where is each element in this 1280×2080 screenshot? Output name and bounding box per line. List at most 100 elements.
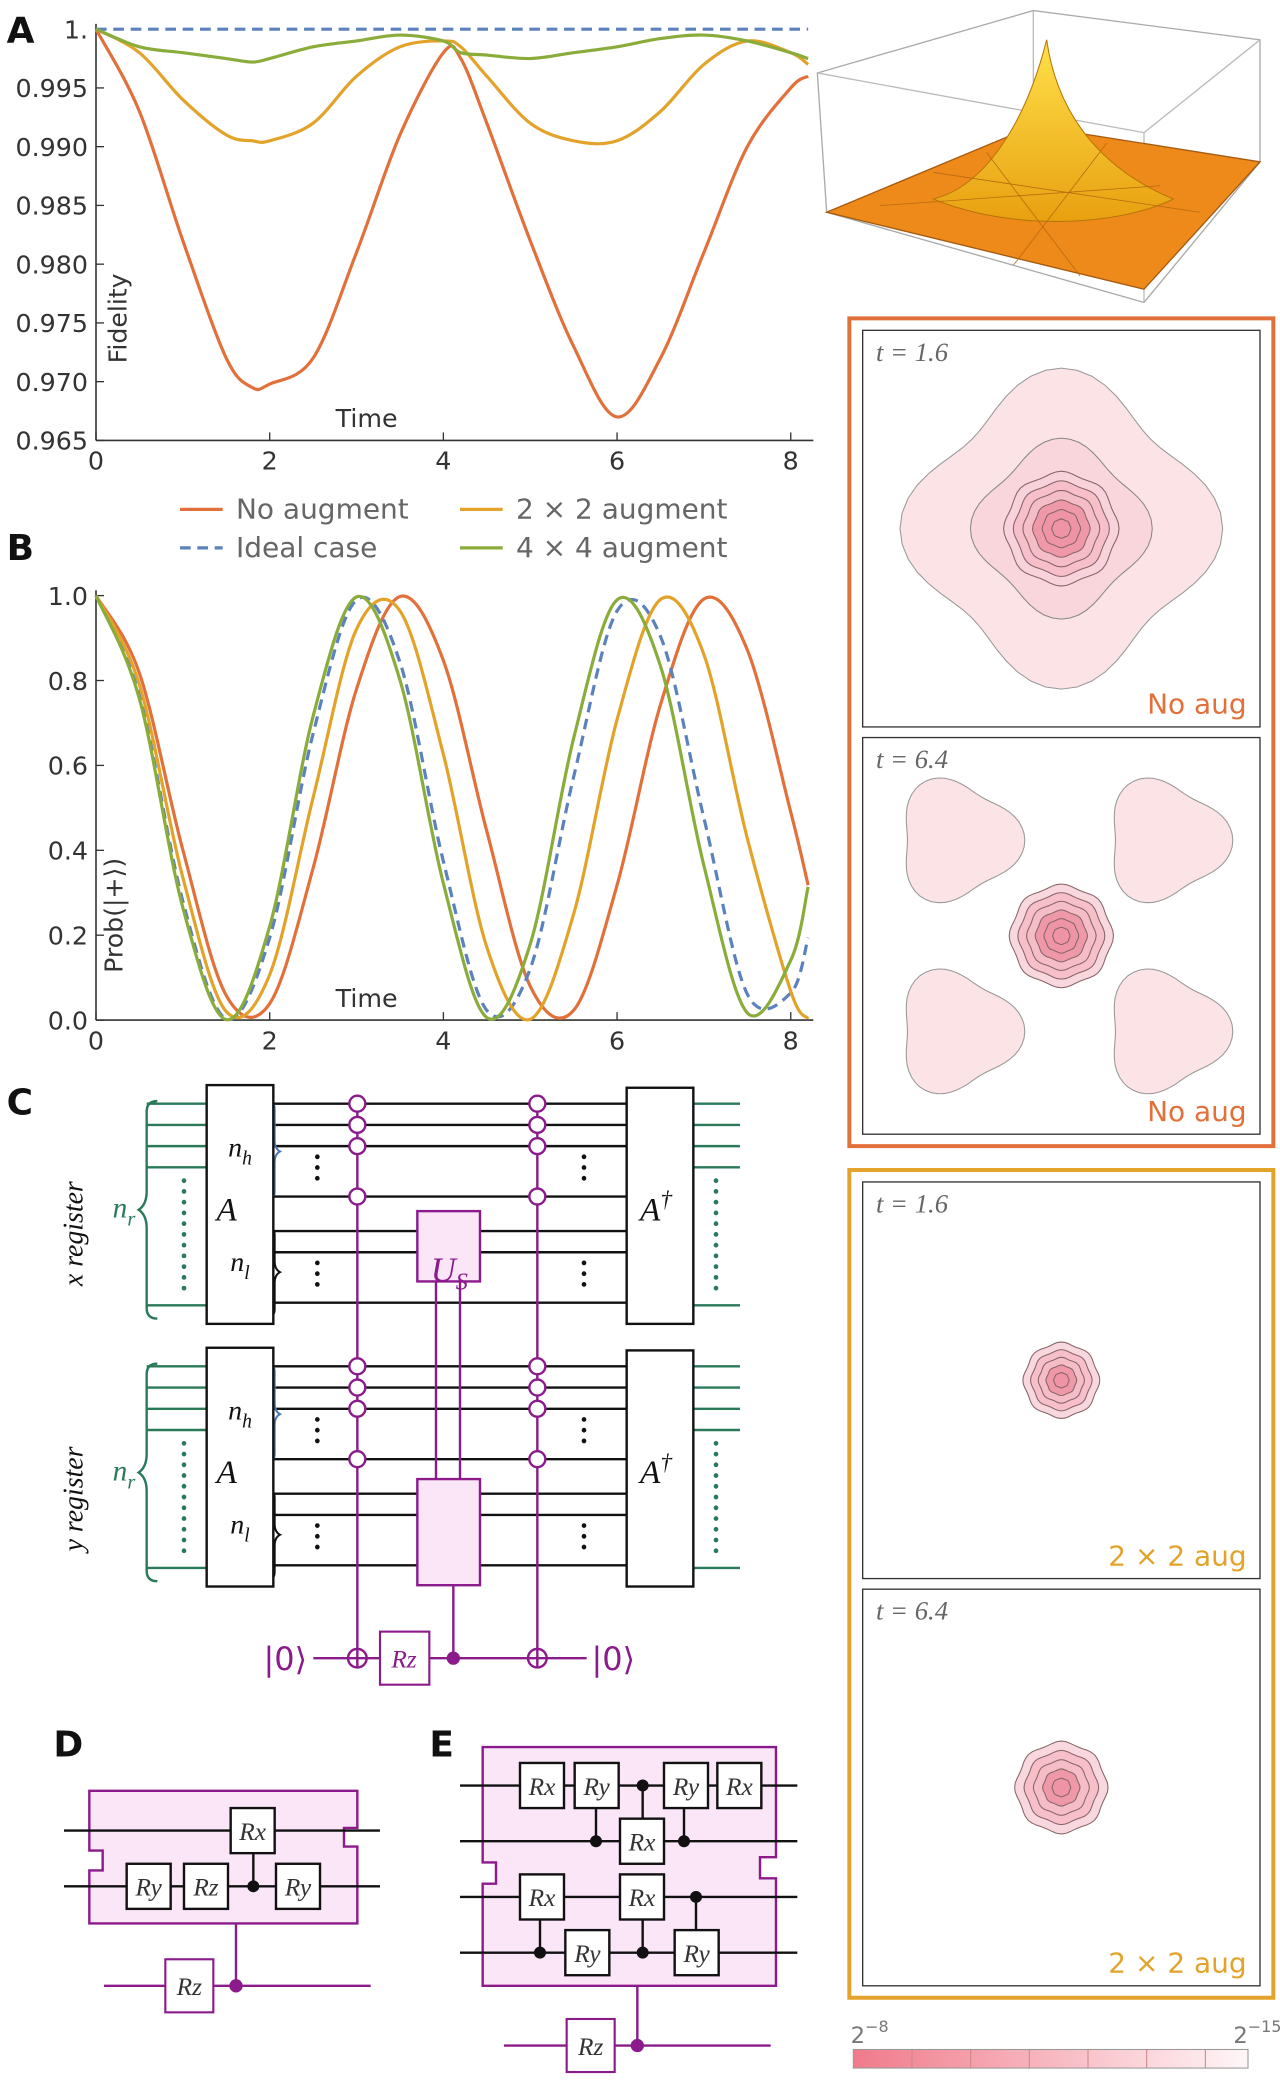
control bbox=[446, 1651, 460, 1665]
panel-label: No aug bbox=[1147, 688, 1247, 721]
control bbox=[348, 1136, 367, 1156]
circuit-d: Rx Ry Rz Ry Rz bbox=[64, 1789, 380, 2014]
symbol: n bbox=[230, 1510, 244, 1541]
series-line bbox=[94, 28, 810, 419]
gate-label: Ry bbox=[583, 1773, 611, 1801]
ancilla-in: |0⟩ bbox=[264, 1640, 308, 1678]
block bbox=[205, 1346, 275, 1588]
time-label: t = 1.6 bbox=[876, 1189, 949, 1219]
circuit-c: x register y register bbox=[59, 1181, 90, 1554]
control bbox=[528, 1399, 547, 1418]
y-tick-label: 1.0 bbox=[48, 582, 88, 611]
gate-label: Rx bbox=[528, 1773, 556, 1801]
legend-label: Ideal case bbox=[236, 531, 377, 564]
gate-label: Ry bbox=[573, 1940, 601, 1968]
y-axis-label: Prob(|+⟩) bbox=[100, 858, 129, 973]
ancilla-out: |0⟩ bbox=[592, 1640, 636, 1678]
control bbox=[528, 1115, 547, 1135]
control bbox=[528, 1357, 547, 1376]
series-line bbox=[94, 594, 810, 1020]
y-tick-label: 0.970 bbox=[16, 368, 88, 397]
math-label: nh bbox=[228, 1133, 252, 1170]
control bbox=[348, 1399, 367, 1418]
sub: h bbox=[242, 1411, 252, 1432]
gate-label: Ry bbox=[672, 1773, 700, 1801]
gate bbox=[378, 1630, 431, 1686]
base: 2 bbox=[851, 2023, 865, 2049]
x-axis-label: Time bbox=[335, 984, 398, 1013]
colorbar: 2−8 2−15 bbox=[851, 2017, 1280, 2069]
colorbar-low: 2−8 bbox=[851, 2017, 889, 2049]
series-line bbox=[95, 27, 809, 64]
time-label: t = 1.6 bbox=[876, 337, 949, 367]
sub: l bbox=[244, 1525, 249, 1546]
control bbox=[348, 1187, 367, 1206]
y-tick-label: 0.8 bbox=[48, 667, 88, 696]
panel-letter: D bbox=[53, 1724, 83, 1765]
block-label: A bbox=[214, 1454, 237, 1491]
sub: h bbox=[242, 1149, 252, 1170]
math-label: A† bbox=[638, 1450, 673, 1491]
panel-label: No aug bbox=[1147, 1095, 1247, 1128]
math-label: nl bbox=[230, 1510, 249, 1547]
control bbox=[528, 1378, 547, 1397]
x-tick-label: 6 bbox=[609, 1026, 625, 1055]
y-tick-label: 0.965 bbox=[16, 427, 88, 456]
x-tick-label: 6 bbox=[609, 447, 625, 476]
math-label: nl bbox=[230, 1247, 249, 1284]
control bbox=[348, 1115, 367, 1135]
y-tick-label: 0.4 bbox=[48, 837, 88, 866]
math-label: A† bbox=[638, 1187, 673, 1228]
register-name: x register bbox=[59, 1181, 90, 1287]
panel-label: 2 × 2 aug bbox=[1108, 1947, 1246, 1980]
unitary-box bbox=[416, 1209, 482, 1283]
panel-label: 2 × 2 aug bbox=[1108, 1539, 1246, 1572]
gate-label: Rx bbox=[628, 1884, 656, 1912]
y-axis-label: Fidelity bbox=[104, 273, 133, 363]
x-tick-label: 0 bbox=[88, 1026, 104, 1055]
control bbox=[348, 1378, 367, 1397]
symbol: n bbox=[113, 1193, 128, 1225]
sub: r bbox=[127, 1471, 136, 1493]
series-line bbox=[94, 594, 810, 1022]
contour bbox=[1051, 518, 1072, 539]
sub: r bbox=[127, 1209, 136, 1231]
gate-label: Ry bbox=[284, 1874, 312, 1902]
symbol: A bbox=[638, 1191, 661, 1228]
sup: † bbox=[660, 1187, 673, 1213]
x-tick-label: 0 bbox=[88, 447, 104, 476]
y-tick-label: 0.995 bbox=[16, 74, 88, 103]
brace bbox=[136, 1099, 158, 1320]
register-label: y register bbox=[59, 1446, 90, 1554]
contour bbox=[1053, 1372, 1070, 1389]
panel-letter: E bbox=[429, 1724, 454, 1765]
circuit-e: Rx Ry Ry Rx Rx Rx Rx Ry Ry Rz bbox=[460, 1745, 798, 2074]
colorbar-high: 2−15 bbox=[1233, 2017, 1280, 2049]
symbol: n bbox=[228, 1133, 242, 1164]
x-tick-label: 4 bbox=[435, 1026, 451, 1055]
surface-inset bbox=[816, 9, 1262, 304]
contour bbox=[1051, 1777, 1072, 1798]
time-label: t = 6.4 bbox=[876, 744, 948, 774]
contour bbox=[905, 777, 1026, 904]
y-tick-label: 0.990 bbox=[16, 133, 88, 162]
legend-label: 2 × 2 augment bbox=[516, 493, 728, 526]
contour-group-frame bbox=[847, 316, 1276, 1149]
unitary-box bbox=[416, 1477, 482, 1587]
control bbox=[348, 1094, 367, 1113]
target bbox=[348, 1648, 367, 1668]
block bbox=[205, 1083, 275, 1326]
gate-label: Rz bbox=[577, 2033, 603, 2061]
control bbox=[348, 1357, 367, 1376]
symbol: n bbox=[228, 1395, 242, 1426]
time-label: t = 6.4 bbox=[876, 1596, 948, 1626]
block bbox=[625, 1086, 695, 1326]
base: 2 bbox=[1233, 2023, 1247, 2049]
symbol: U bbox=[431, 1252, 458, 1290]
x-tick-label: 8 bbox=[783, 1026, 799, 1055]
y-tick-label: 0.975 bbox=[16, 309, 88, 338]
contour bbox=[1113, 777, 1234, 904]
y-tick-label: 0.2 bbox=[48, 922, 88, 951]
contour bbox=[1113, 968, 1234, 1095]
